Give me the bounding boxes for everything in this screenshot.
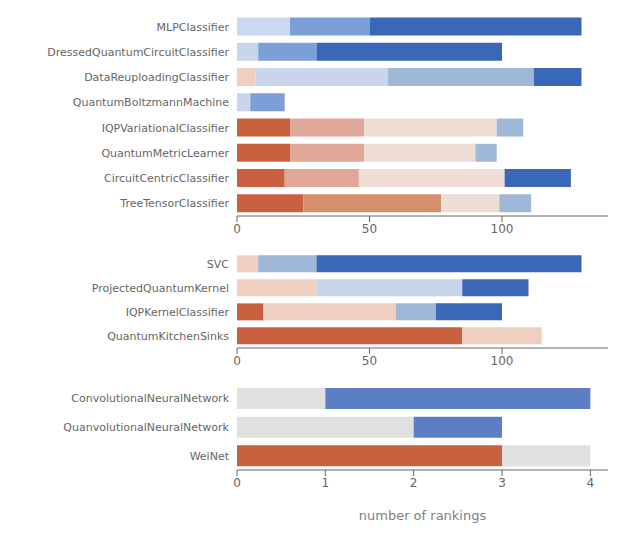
svg-text:0: 0 — [233, 476, 241, 490]
svg-text:4: 4 — [587, 476, 595, 490]
svg-text:2: 2 — [410, 476, 418, 490]
svg-text:QuantumMetricLearner: QuantumMetricLearner — [101, 147, 229, 160]
svg-text:IQPVariationalClassifier: IQPVariationalClassifier — [102, 122, 230, 135]
svg-text:ProjectedQuantumKernel: ProjectedQuantumKernel — [92, 282, 229, 295]
svg-text:1: 1 — [322, 476, 330, 490]
svg-text:QuantumBoltzmannMachine: QuantumBoltzmannMachine — [73, 96, 229, 109]
svg-text:50: 50 — [362, 222, 377, 236]
svg-text:ConvolutionalNeuralNetwork: ConvolutionalNeuralNetwork — [71, 392, 229, 405]
svg-text:QuanvolutionalNeuralNetwork: QuanvolutionalNeuralNetwork — [63, 421, 229, 434]
svg-text:IQPKernelClassifier: IQPKernelClassifier — [126, 306, 230, 319]
svg-text:WeiNet: WeiNet — [190, 450, 230, 463]
svg-text:QuantumKitchenSinks: QuantumKitchenSinks — [107, 330, 229, 343]
svg-text:100: 100 — [491, 222, 514, 236]
svg-text:50: 50 — [362, 354, 377, 368]
svg-text:SVC: SVC — [207, 258, 230, 271]
svg-text:0: 0 — [233, 354, 241, 368]
svg-text:0: 0 — [233, 222, 241, 236]
svg-text:DataReuploadingClassifier: DataReuploadingClassifier — [84, 71, 229, 84]
svg-text:TreeTensorClassifier: TreeTensorClassifier — [119, 197, 229, 210]
svg-text:DressedQuantumCircuitClassifie: DressedQuantumCircuitClassifier — [47, 46, 229, 59]
svg-text:MLPClassifier: MLPClassifier — [157, 21, 230, 34]
svg-text:number of rankings: number of rankings — [359, 508, 487, 523]
svg-text:100: 100 — [491, 354, 514, 368]
svg-text:3: 3 — [498, 476, 506, 490]
svg-text:CircuitCentricClassifier: CircuitCentricClassifier — [104, 172, 229, 185]
